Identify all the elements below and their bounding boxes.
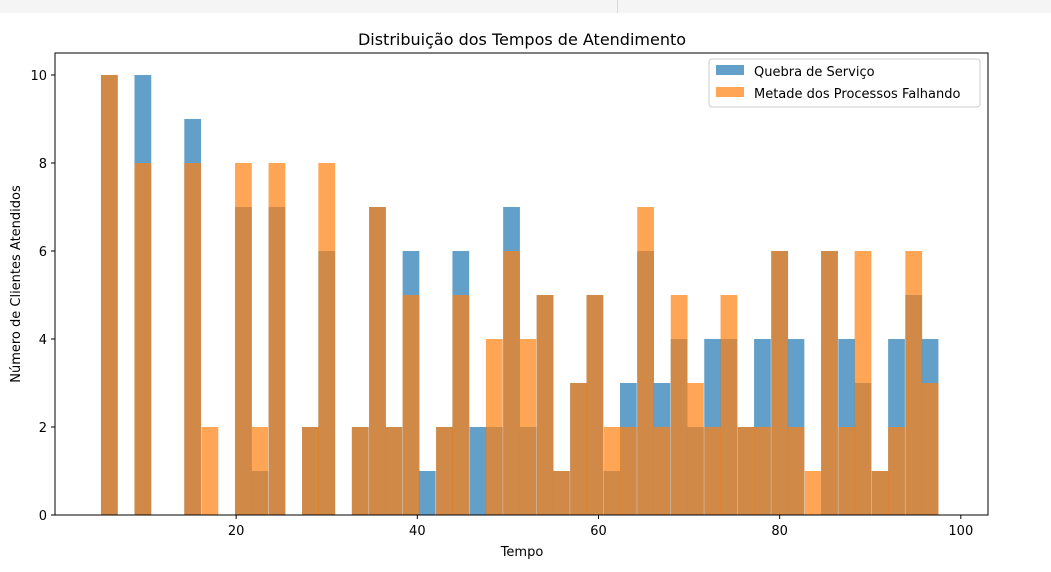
bar-s1-bin24 (536, 295, 554, 515)
bar-s1-bin21 (485, 339, 503, 515)
bar-s1-bin45 (888, 427, 905, 515)
bar-s1-bin0 (100, 75, 118, 515)
bar-s1-bin13 (351, 427, 369, 515)
bar-s1-bin10 (302, 427, 319, 515)
y-tick-label-3: 6 (39, 245, 47, 260)
bar-s1-bin14 (369, 207, 386, 515)
bar-s0-bin17 (418, 471, 436, 515)
bar-s1-bin30 (637, 207, 654, 515)
x-tick-label-3: 80 (771, 524, 788, 539)
bar-s1-bin4 (201, 427, 219, 515)
legend-swatch-quebra (716, 65, 744, 75)
bar-s1-bin7 (251, 427, 269, 515)
bar-s1-bin40 (804, 471, 822, 515)
y-tick-label-5: 10 (30, 69, 47, 84)
bar-s1-bin31 (653, 427, 671, 515)
bar-s1-bin44 (871, 471, 889, 515)
bar-s1-bin6 (235, 163, 252, 515)
bar-s1-bin11 (318, 163, 336, 515)
x-tick-label-0: 20 (228, 524, 245, 539)
plot-frame (54, 52, 989, 516)
bar-s1-bin15 (385, 427, 403, 515)
bar-s1-bin27 (586, 295, 604, 515)
bar-s1-bin19 (452, 295, 470, 515)
bar-s1-bin26 (570, 383, 587, 515)
y-axis-label: Número de Clientes Atendidos (9, 185, 24, 383)
chart-title: Distribuição dos Tempos de Atendimento (358, 30, 686, 49)
bar-s1-bin32 (670, 295, 688, 515)
y-axis-ticks: 0 2 4 6 8 10 (30, 69, 55, 524)
y-tick-label-1: 2 (39, 421, 47, 436)
bar-s1-bin42 (838, 427, 856, 515)
bar-s1-bin16 (402, 295, 420, 515)
bar-s1-bin29 (620, 427, 637, 515)
bar-s1-bin18 (436, 427, 453, 515)
x-axis-ticks: 20 40 60 80 100 (228, 515, 973, 539)
bar-s1-bin39 (787, 427, 805, 515)
x-tick-label-1: 40 (409, 524, 426, 539)
bar-s0-bin20 (469, 427, 487, 515)
bar-s1-bin36 (737, 427, 755, 515)
bar-s1-bin43 (854, 251, 872, 515)
bar-s1-bin25 (552, 471, 570, 515)
legend-label-metade: Metade dos Processos Falhando (754, 87, 961, 102)
bar-s1-bin38 (771, 251, 789, 515)
x-tick-label-4: 100 (948, 524, 973, 539)
window-top-divider (617, 0, 618, 13)
legend: Quebra de Serviço Metade dos Processos F… (708, 58, 981, 108)
y-tick-label-2: 4 (39, 333, 47, 348)
bar-s1-bin23 (519, 339, 537, 515)
bar-s1-bin3 (184, 163, 202, 515)
legend-box (708, 58, 981, 108)
bar-s1-bin8 (268, 163, 286, 515)
legend-swatch-metade (716, 87, 744, 97)
bar-s1-bin46 (905, 251, 923, 515)
bar-s1-bin22 (503, 251, 520, 515)
y-tick-label-0: 0 (39, 509, 47, 524)
bar-s1-bin33 (687, 383, 704, 515)
legend-label-quebra: Quebra de Serviço (754, 65, 875, 80)
bar-s1-bin1 (134, 163, 152, 515)
bar-s1-bin41 (821, 251, 838, 515)
bar-s1-bin35 (720, 295, 738, 515)
bar-s1-bin34 (704, 427, 722, 515)
x-axis-label: Tempo (500, 545, 544, 560)
window-top-strip (0, 0, 1051, 13)
bars-group (100, 75, 939, 515)
x-tick-label-2: 60 (590, 524, 607, 539)
bar-s1-bin47 (921, 383, 939, 515)
bar-s1-bin37 (754, 427, 771, 515)
bar-s1-bin28 (603, 427, 621, 515)
y-tick-label-4: 8 (39, 157, 47, 172)
